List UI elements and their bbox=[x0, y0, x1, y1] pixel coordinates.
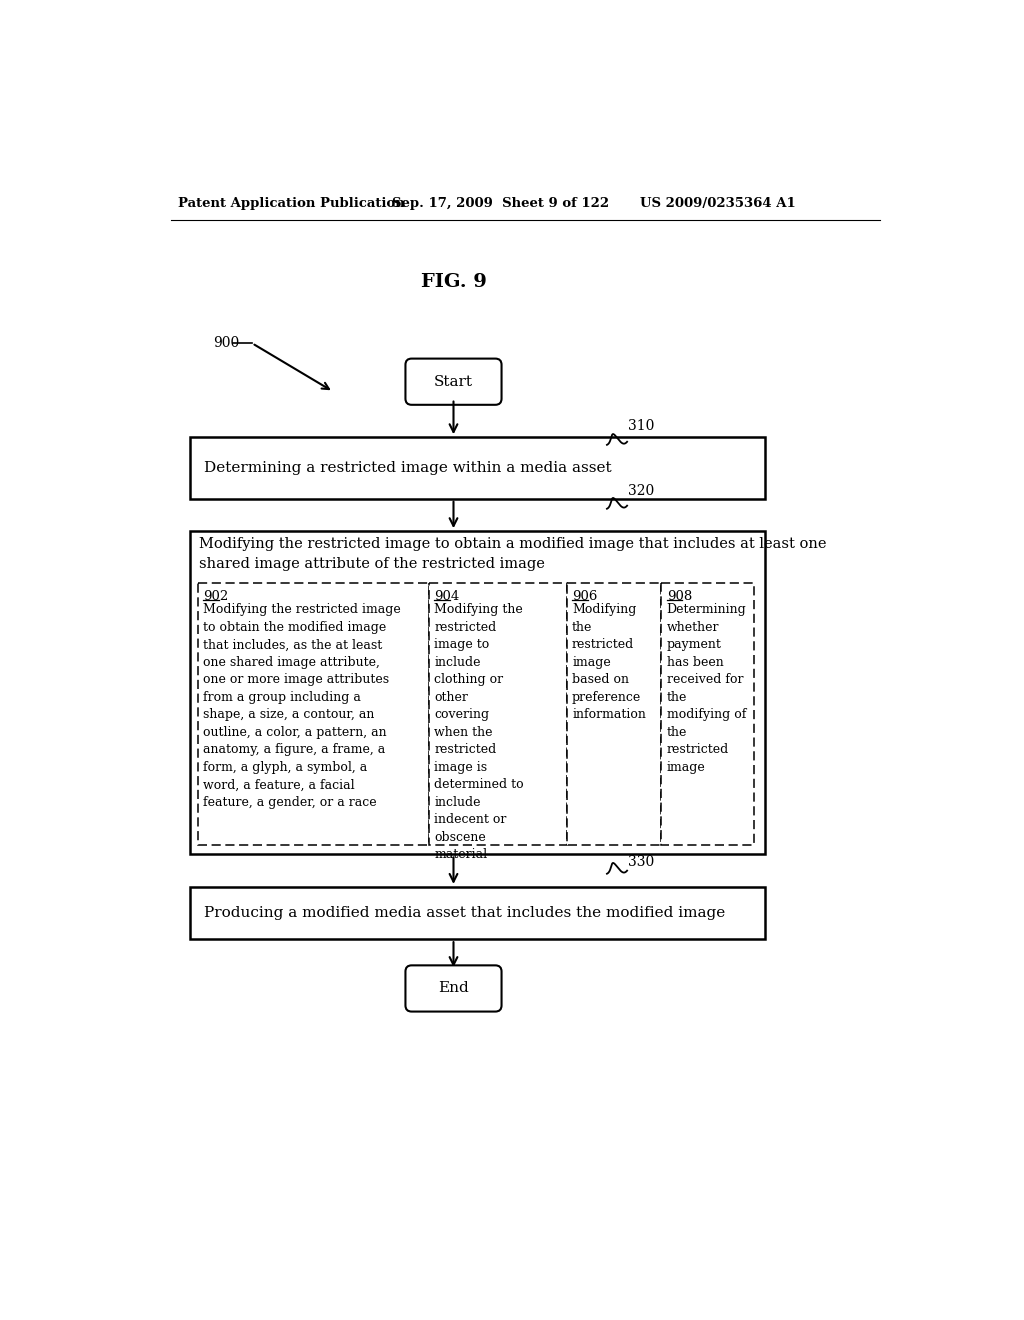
Text: Producing a modified media asset that includes the modified image: Producing a modified media asset that in… bbox=[204, 906, 725, 920]
Bar bbox=[190, 437, 765, 499]
Bar bbox=[198, 583, 429, 845]
Bar bbox=[190, 887, 765, 940]
Text: Modifying
the
restricted
image
based on
preference
information: Modifying the restricted image based on … bbox=[572, 603, 646, 722]
Text: 906: 906 bbox=[572, 590, 597, 603]
Text: Sep. 17, 2009  Sheet 9 of 122: Sep. 17, 2009 Sheet 9 of 122 bbox=[391, 197, 608, 210]
Bar bbox=[566, 583, 662, 845]
Bar bbox=[662, 583, 755, 845]
Text: Modifying the
restricted
image to
include
clothing or
other
covering
when the
re: Modifying the restricted image to includ… bbox=[434, 603, 523, 862]
Text: 902: 902 bbox=[203, 590, 228, 603]
Text: Patent Application Publication: Patent Application Publication bbox=[178, 197, 406, 210]
Text: 310: 310 bbox=[628, 420, 654, 433]
Text: End: End bbox=[438, 982, 469, 995]
Text: 908: 908 bbox=[667, 590, 692, 603]
FancyBboxPatch shape bbox=[406, 965, 502, 1011]
Text: 904: 904 bbox=[434, 590, 460, 603]
Text: Modifying the restricted image
to obtain the modified image
that includes, as th: Modifying the restricted image to obtain… bbox=[203, 603, 401, 809]
Bar bbox=[429, 583, 566, 845]
Text: Modifying the restricted image to obtain a modified image that includes at least: Modifying the restricted image to obtain… bbox=[200, 537, 826, 570]
Text: Start: Start bbox=[434, 375, 473, 388]
Text: US 2009/0235364 A1: US 2009/0235364 A1 bbox=[640, 197, 796, 210]
Text: 320: 320 bbox=[628, 484, 654, 498]
Text: FIG. 9: FIG. 9 bbox=[421, 273, 486, 290]
Text: 900: 900 bbox=[213, 337, 240, 350]
Text: Determining
whether
payment
has been
received for
the
modifying of
the
restricte: Determining whether payment has been rec… bbox=[667, 603, 746, 774]
Bar bbox=[190, 531, 765, 854]
Text: 330: 330 bbox=[628, 855, 654, 869]
Text: Determining a restricted image within a media asset: Determining a restricted image within a … bbox=[204, 461, 611, 475]
FancyBboxPatch shape bbox=[406, 359, 502, 405]
